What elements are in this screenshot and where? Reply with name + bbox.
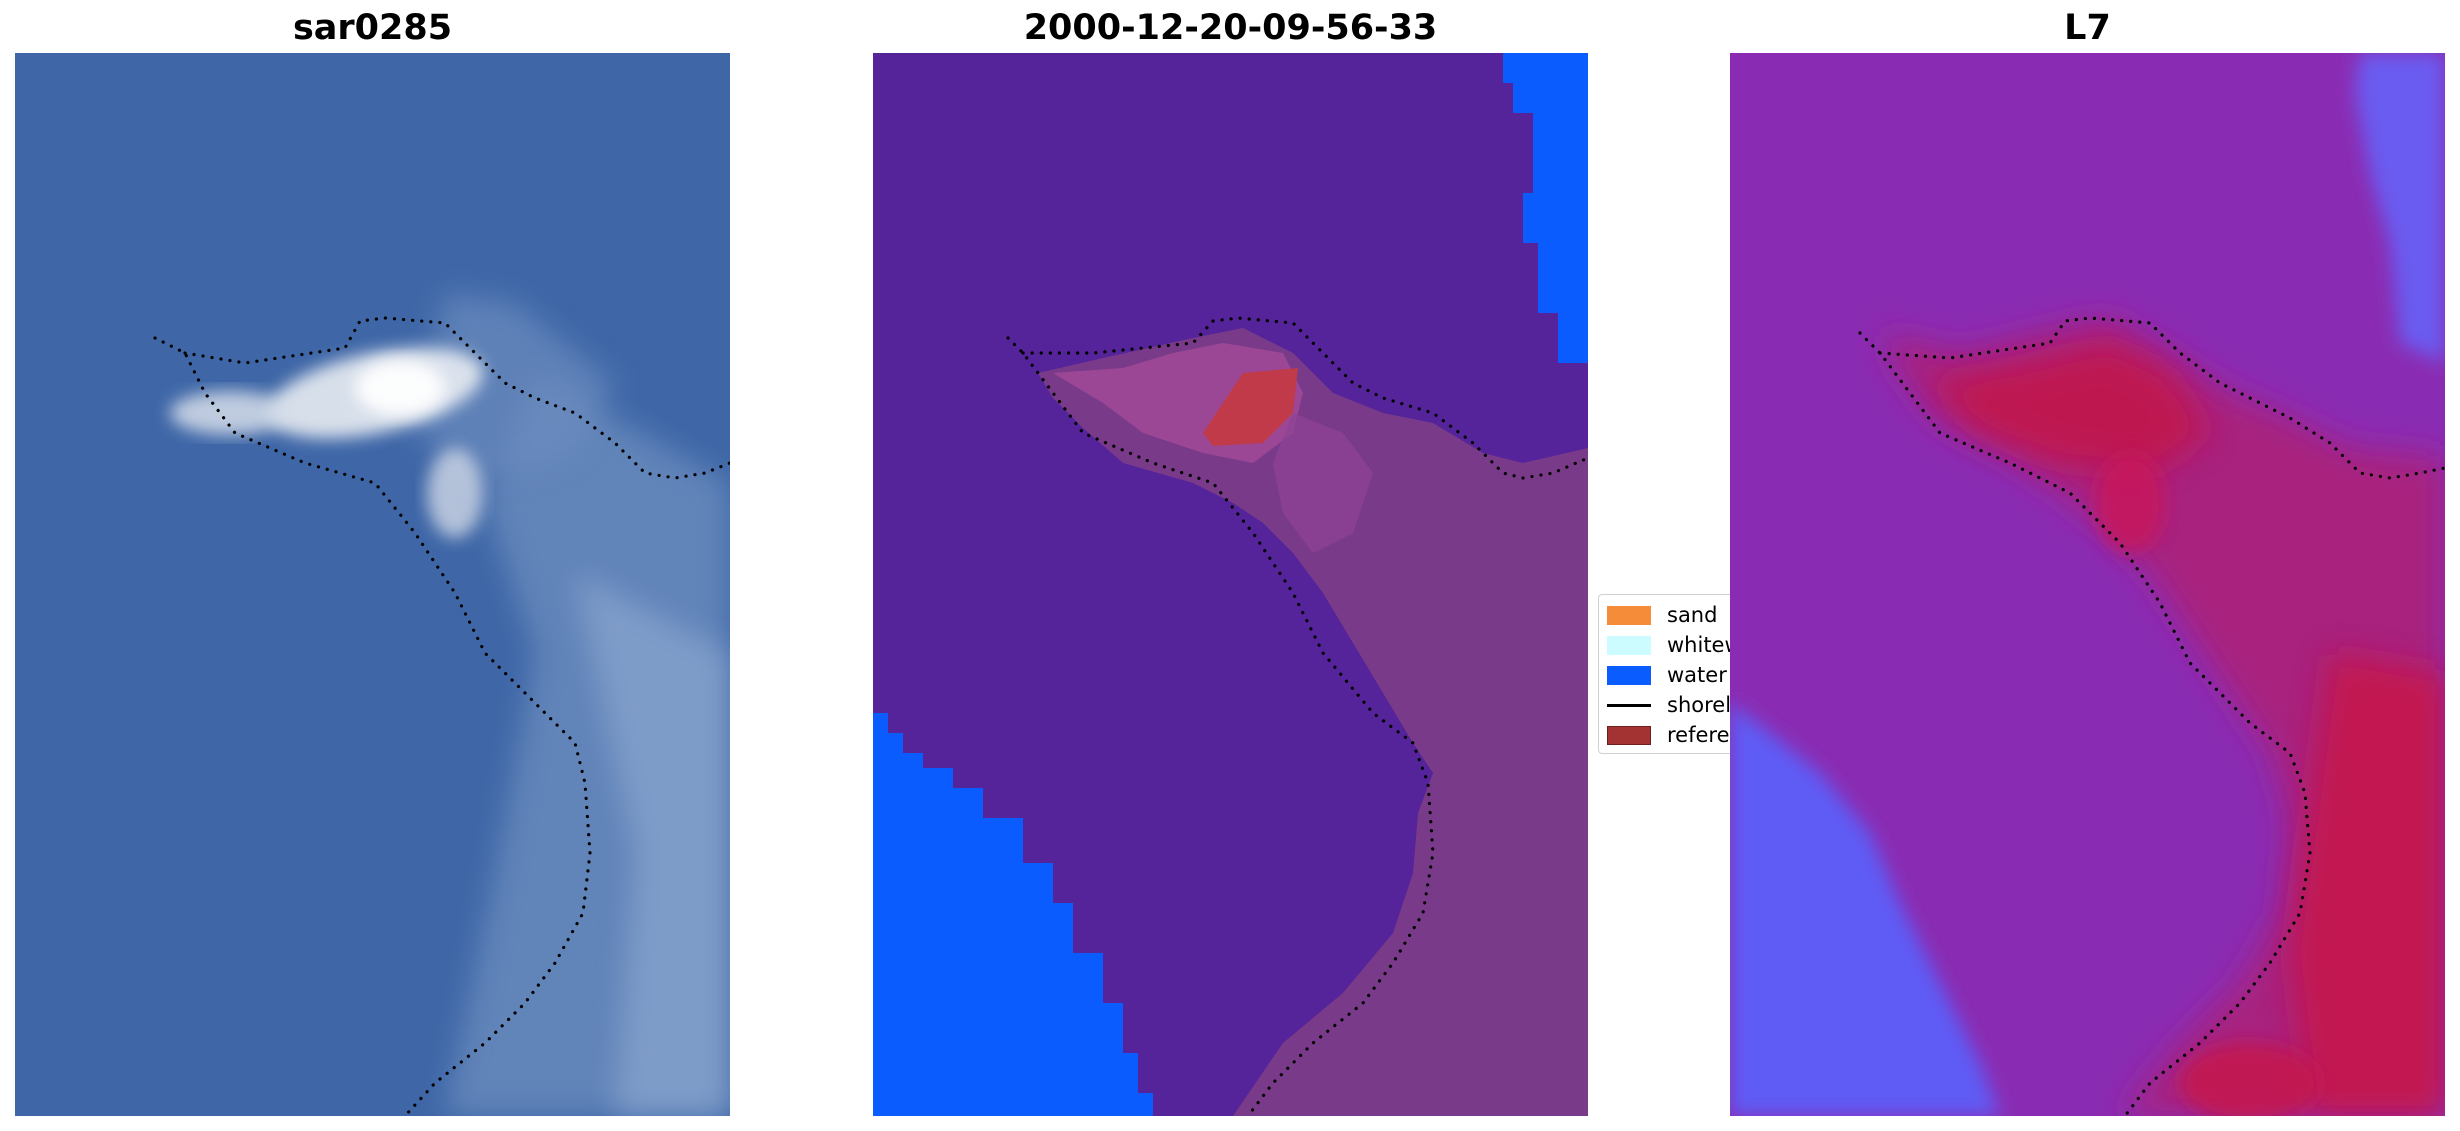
panel-index: L7 — [1720, 0, 2460, 1131]
legend-swatch-sand — [1607, 605, 1651, 625]
shoreline-middle — [1006, 316, 1588, 1116]
shoreline-left — [153, 316, 730, 1116]
index-image-svg — [1730, 53, 2445, 1116]
panel-classification: 2000-12-20-09-56-33 — [860, 0, 1610, 1131]
panel-rgb: sar0285 — [0, 0, 750, 1131]
panel-title-rgb: sar0285 — [292, 8, 453, 48]
rgb-image-svg — [15, 53, 730, 1116]
legend-swatch-water — [1607, 665, 1651, 685]
legend-swatch-reference — [1607, 725, 1651, 745]
legend-item-water: water — [1607, 663, 1727, 687]
classification-image-svg — [873, 53, 1588, 1116]
classification-image — [873, 53, 1588, 1116]
index-image — [1730, 53, 2445, 1116]
legend-line-shoreline — [1607, 703, 1651, 707]
panel-title-index: L7 — [2064, 8, 2111, 48]
legend-label-sand: sand — [1667, 603, 1718, 627]
rgb-image — [15, 53, 730, 1116]
panel-title-classification: 2000-12-20-09-56-33 — [1023, 8, 1438, 48]
legend-label-water: water — [1667, 663, 1727, 687]
legend-item-sand: sand — [1607, 603, 1717, 627]
shoreline-right — [1858, 316, 2445, 1116]
legend-swatch-whitewater — [1607, 635, 1651, 655]
legend-label-reference: reference — [1667, 723, 1739, 747]
legend-item-reference: reference — [1607, 723, 1739, 747]
legend-item-shoreline: shoreline — [1607, 693, 1739, 717]
legend-label-shoreline: shoreline — [1667, 693, 1739, 717]
